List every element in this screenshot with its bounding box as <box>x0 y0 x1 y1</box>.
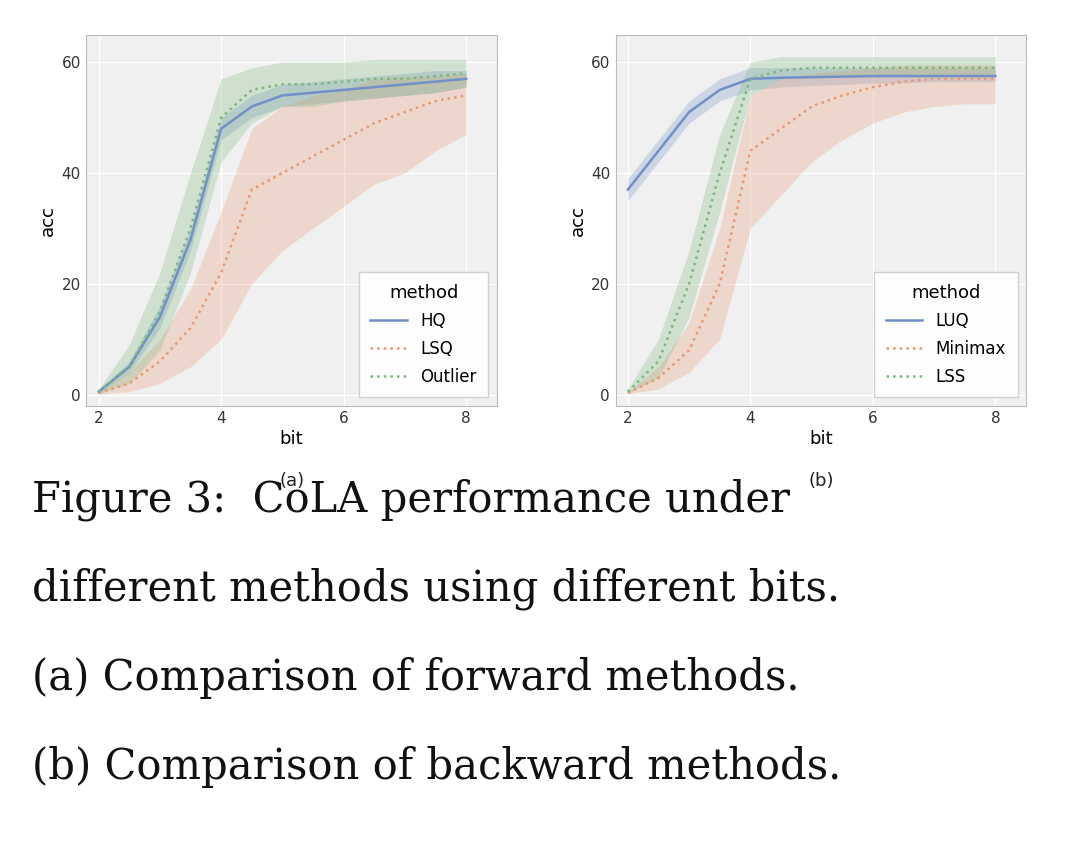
HQ <box>153 312 166 322</box>
Text: (a): (a) <box>279 472 305 490</box>
Outlier <box>275 79 288 90</box>
Outlier <box>215 112 228 123</box>
Outlier <box>429 71 442 81</box>
LUQ <box>652 146 665 156</box>
HQ <box>460 73 473 84</box>
LSS <box>897 63 910 73</box>
HQ <box>123 362 136 372</box>
Text: (a) Comparison of forward methods.: (a) Comparison of forward methods. <box>32 657 800 699</box>
LUQ <box>683 107 696 117</box>
LSQ <box>429 96 442 106</box>
Line: HQ: HQ <box>98 79 467 392</box>
Minimax <box>652 373 665 383</box>
LUQ <box>958 71 971 81</box>
Outlier <box>123 362 136 372</box>
LUQ <box>866 71 879 81</box>
LSS <box>774 66 787 76</box>
Outlier <box>337 77 350 87</box>
LSQ <box>215 268 228 278</box>
Y-axis label: acc: acc <box>39 205 57 236</box>
Outlier <box>368 73 381 84</box>
Minimax <box>774 123 787 134</box>
HQ <box>92 387 105 397</box>
LSQ <box>337 135 350 145</box>
LSQ <box>275 167 288 178</box>
Minimax <box>897 77 910 87</box>
HQ <box>215 123 228 134</box>
LSS <box>683 279 696 289</box>
Line: LSS: LSS <box>627 68 996 392</box>
Minimax <box>866 82 879 92</box>
Line: LSQ: LSQ <box>98 96 467 393</box>
Text: different methods using different bits.: different methods using different bits. <box>32 568 840 610</box>
LSS <box>958 63 971 73</box>
LSS <box>652 356 665 367</box>
LSQ <box>460 91 473 101</box>
Line: LUQ: LUQ <box>627 76 996 190</box>
Line: Minimax: Minimax <box>627 79 996 393</box>
HQ <box>275 91 288 101</box>
LSQ <box>123 378 136 388</box>
Outlier <box>92 387 105 397</box>
Minimax <box>683 345 696 356</box>
Outlier <box>184 224 197 234</box>
LSQ <box>307 151 320 161</box>
LSQ <box>184 323 197 333</box>
Minimax <box>744 146 757 156</box>
LSS <box>805 63 818 73</box>
LUQ <box>897 71 910 81</box>
Outlier <box>245 85 258 95</box>
Minimax <box>621 387 634 398</box>
LUQ <box>805 72 818 82</box>
Outlier <box>307 79 320 90</box>
LSQ <box>153 356 166 367</box>
Minimax <box>989 73 1002 84</box>
Minimax <box>928 73 941 84</box>
Legend: LUQ, Minimax, LSS: LUQ, Minimax, LSS <box>874 272 1017 397</box>
HQ <box>184 234 197 244</box>
Minimax <box>713 279 726 289</box>
HQ <box>245 101 258 111</box>
HQ <box>429 77 442 87</box>
X-axis label: bit: bit <box>809 431 833 449</box>
LUQ <box>989 71 1002 81</box>
X-axis label: bit: bit <box>280 431 303 449</box>
Minimax <box>836 91 849 101</box>
LSQ <box>92 387 105 398</box>
Outlier <box>153 306 166 317</box>
LUQ <box>774 72 787 83</box>
Line: Outlier: Outlier <box>98 73 467 392</box>
LUQ <box>621 185 634 195</box>
HQ <box>337 85 350 95</box>
LUQ <box>928 71 941 81</box>
LUQ <box>744 73 757 84</box>
Minimax <box>805 101 818 111</box>
LSS <box>713 167 726 178</box>
LSQ <box>399 107 411 117</box>
LSS <box>866 63 879 73</box>
Text: Figure 3:  CoLA performance under: Figure 3: CoLA performance under <box>32 479 791 521</box>
Outlier <box>460 68 473 79</box>
LSQ <box>368 118 381 129</box>
LSS <box>928 63 941 73</box>
Legend: HQ, LSQ, Outlier: HQ, LSQ, Outlier <box>359 272 488 397</box>
Minimax <box>958 73 971 84</box>
LUQ <box>713 85 726 95</box>
HQ <box>368 82 381 92</box>
LSS <box>989 63 1002 73</box>
HQ <box>307 87 320 98</box>
Y-axis label: acc: acc <box>568 205 586 236</box>
Text: (b): (b) <box>808 472 834 490</box>
LSS <box>744 73 757 84</box>
HQ <box>399 79 411 90</box>
LSQ <box>245 185 258 195</box>
LSS <box>836 63 849 73</box>
LSS <box>621 387 634 397</box>
Outlier <box>399 73 411 84</box>
Text: (b) Comparison of backward methods.: (b) Comparison of backward methods. <box>32 746 841 788</box>
LUQ <box>836 72 849 82</box>
